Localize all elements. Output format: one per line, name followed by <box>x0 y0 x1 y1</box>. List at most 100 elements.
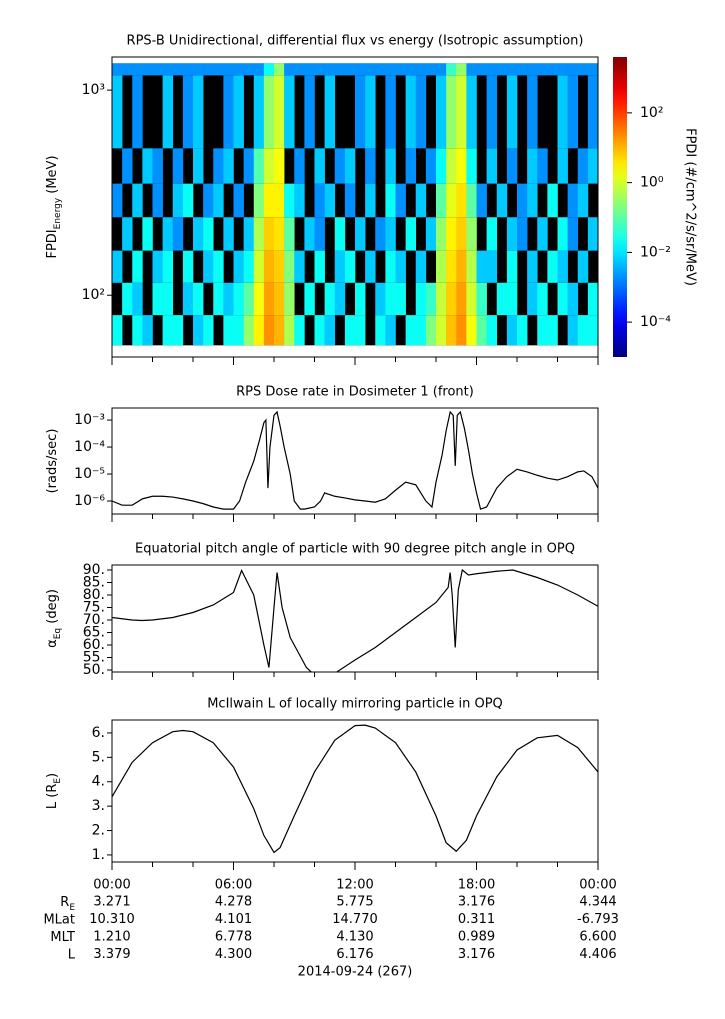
heatmap-cell <box>162 217 174 251</box>
heatmap-cell <box>314 250 325 283</box>
plot-area <box>112 410 598 510</box>
heatmap-cell <box>385 63 396 76</box>
heatmap-cell <box>557 217 568 251</box>
heatmap-cell <box>263 217 275 251</box>
heatmap-cell <box>446 315 457 346</box>
heatmap-cell <box>456 217 467 251</box>
heatmap-cell <box>506 250 518 283</box>
plot-frame <box>111 564 599 673</box>
heatmap-cell <box>314 63 325 76</box>
heatmap-cell <box>132 75 143 149</box>
heatmap-cell <box>274 250 285 283</box>
heatmap-cell <box>415 282 427 316</box>
heatmap-cell <box>344 250 356 283</box>
heatmap-cell <box>527 148 538 184</box>
ephemeris-value: 0.311 <box>458 912 495 927</box>
heatmap-cell <box>537 282 548 316</box>
heatmap-cell <box>395 250 406 283</box>
label-part: L (R <box>45 784 60 809</box>
heatmap-cell <box>486 75 498 149</box>
heatmap-cell <box>344 315 356 346</box>
y-tick-label: 85. <box>83 575 105 591</box>
chart-title: Equatorial pitch angle of particle with … <box>135 542 575 557</box>
heatmap-cell <box>304 282 315 316</box>
heatmap-cell <box>405 148 417 184</box>
label-part: FPDI <box>45 229 60 258</box>
ephemeris-value: 4.300 <box>215 947 252 962</box>
heatmap-cell <box>466 148 477 184</box>
heatmap-cell <box>253 282 265 316</box>
y-tick-label: 5. <box>92 749 105 765</box>
y-tick-label: 50. <box>83 662 105 678</box>
data-line <box>112 410 598 510</box>
heatmap-cell <box>314 148 325 184</box>
y-tick-label: 10³ <box>82 82 105 98</box>
ephemeris-value: 3.271 <box>93 895 130 910</box>
x-tick-label: 12:00 <box>336 878 373 893</box>
heatmap-cell <box>506 75 518 149</box>
heatmap-cell <box>506 217 518 251</box>
heatmap-cell <box>334 282 346 316</box>
heatmap-cell <box>284 183 295 218</box>
heatmap-cell <box>152 183 163 218</box>
heatmap-cell <box>506 148 518 184</box>
heatmap-cell <box>375 282 386 316</box>
heatmap-cell <box>456 148 467 184</box>
heatmap-cell <box>527 282 538 316</box>
y-tick-label: 4. <box>92 774 105 790</box>
label-part: MLT <box>50 930 75 945</box>
heatmap-cell <box>446 217 457 251</box>
heatmap-cell <box>193 63 204 76</box>
heatmap-cell <box>193 315 204 346</box>
heatmap-cell <box>162 315 174 346</box>
heatmap-cell <box>446 282 457 316</box>
heatmap-cell <box>324 63 336 76</box>
chart-title: RPS-B Unidirectional, differential flux … <box>127 34 584 49</box>
heatmap-cell <box>122 63 133 76</box>
heatmap-cell <box>253 315 265 346</box>
heatmap-cell <box>385 217 396 251</box>
y-axis-label: L (RE) <box>45 773 63 809</box>
heatmap-cell <box>385 148 396 184</box>
colorbar-tick-label: 10⁻⁴ <box>640 314 671 330</box>
ephemeris-value: 4.130 <box>336 930 373 945</box>
heatmap-cell <box>182 250 194 283</box>
heatmap-cell <box>405 75 417 149</box>
heatmap-cell <box>193 148 204 184</box>
heatmap-cell <box>456 183 467 218</box>
subscript: E <box>69 903 75 913</box>
y-tick-label: 2. <box>92 823 105 839</box>
heatmap-cell <box>132 282 143 316</box>
x-tick-label: 06:00 <box>215 878 252 893</box>
heatmap-cell <box>557 282 568 316</box>
heatmap-cell <box>395 282 406 316</box>
heatmap-cell <box>274 315 285 346</box>
heatmap-cell <box>112 183 123 218</box>
heatmap-cell <box>547 250 558 283</box>
heatmap-cell <box>172 183 184 218</box>
ephemeris-value: 3.176 <box>458 947 495 962</box>
heatmap-cell <box>203 63 214 76</box>
heatmap-cell <box>152 282 163 316</box>
heatmap-cell <box>172 315 184 346</box>
heatmap-cell <box>587 282 598 316</box>
heatmap-cell <box>466 250 477 283</box>
heatmap-cell <box>486 250 498 283</box>
y-tick-label: 6. <box>92 725 105 741</box>
heatmap-cell <box>243 217 255 251</box>
heatmap-cell <box>243 148 255 184</box>
heatmap-cell <box>496 63 508 76</box>
heatmap-cell <box>567 63 579 76</box>
y-tick-label: 3. <box>92 798 105 814</box>
heatmap-cell <box>253 217 265 251</box>
heatmap-cell <box>233 282 244 316</box>
heatmap-cell <box>385 282 396 316</box>
ephemeris-value: 4.101 <box>215 912 252 927</box>
x-tick-label: 18:00 <box>458 878 495 893</box>
heatmap-cell <box>284 282 295 316</box>
ephemeris-row-label: L <box>68 947 76 962</box>
heatmap-cell <box>172 217 184 251</box>
heatmap-cell <box>517 217 528 251</box>
heatmap-cell <box>567 282 579 316</box>
plot-frame <box>111 407 599 515</box>
